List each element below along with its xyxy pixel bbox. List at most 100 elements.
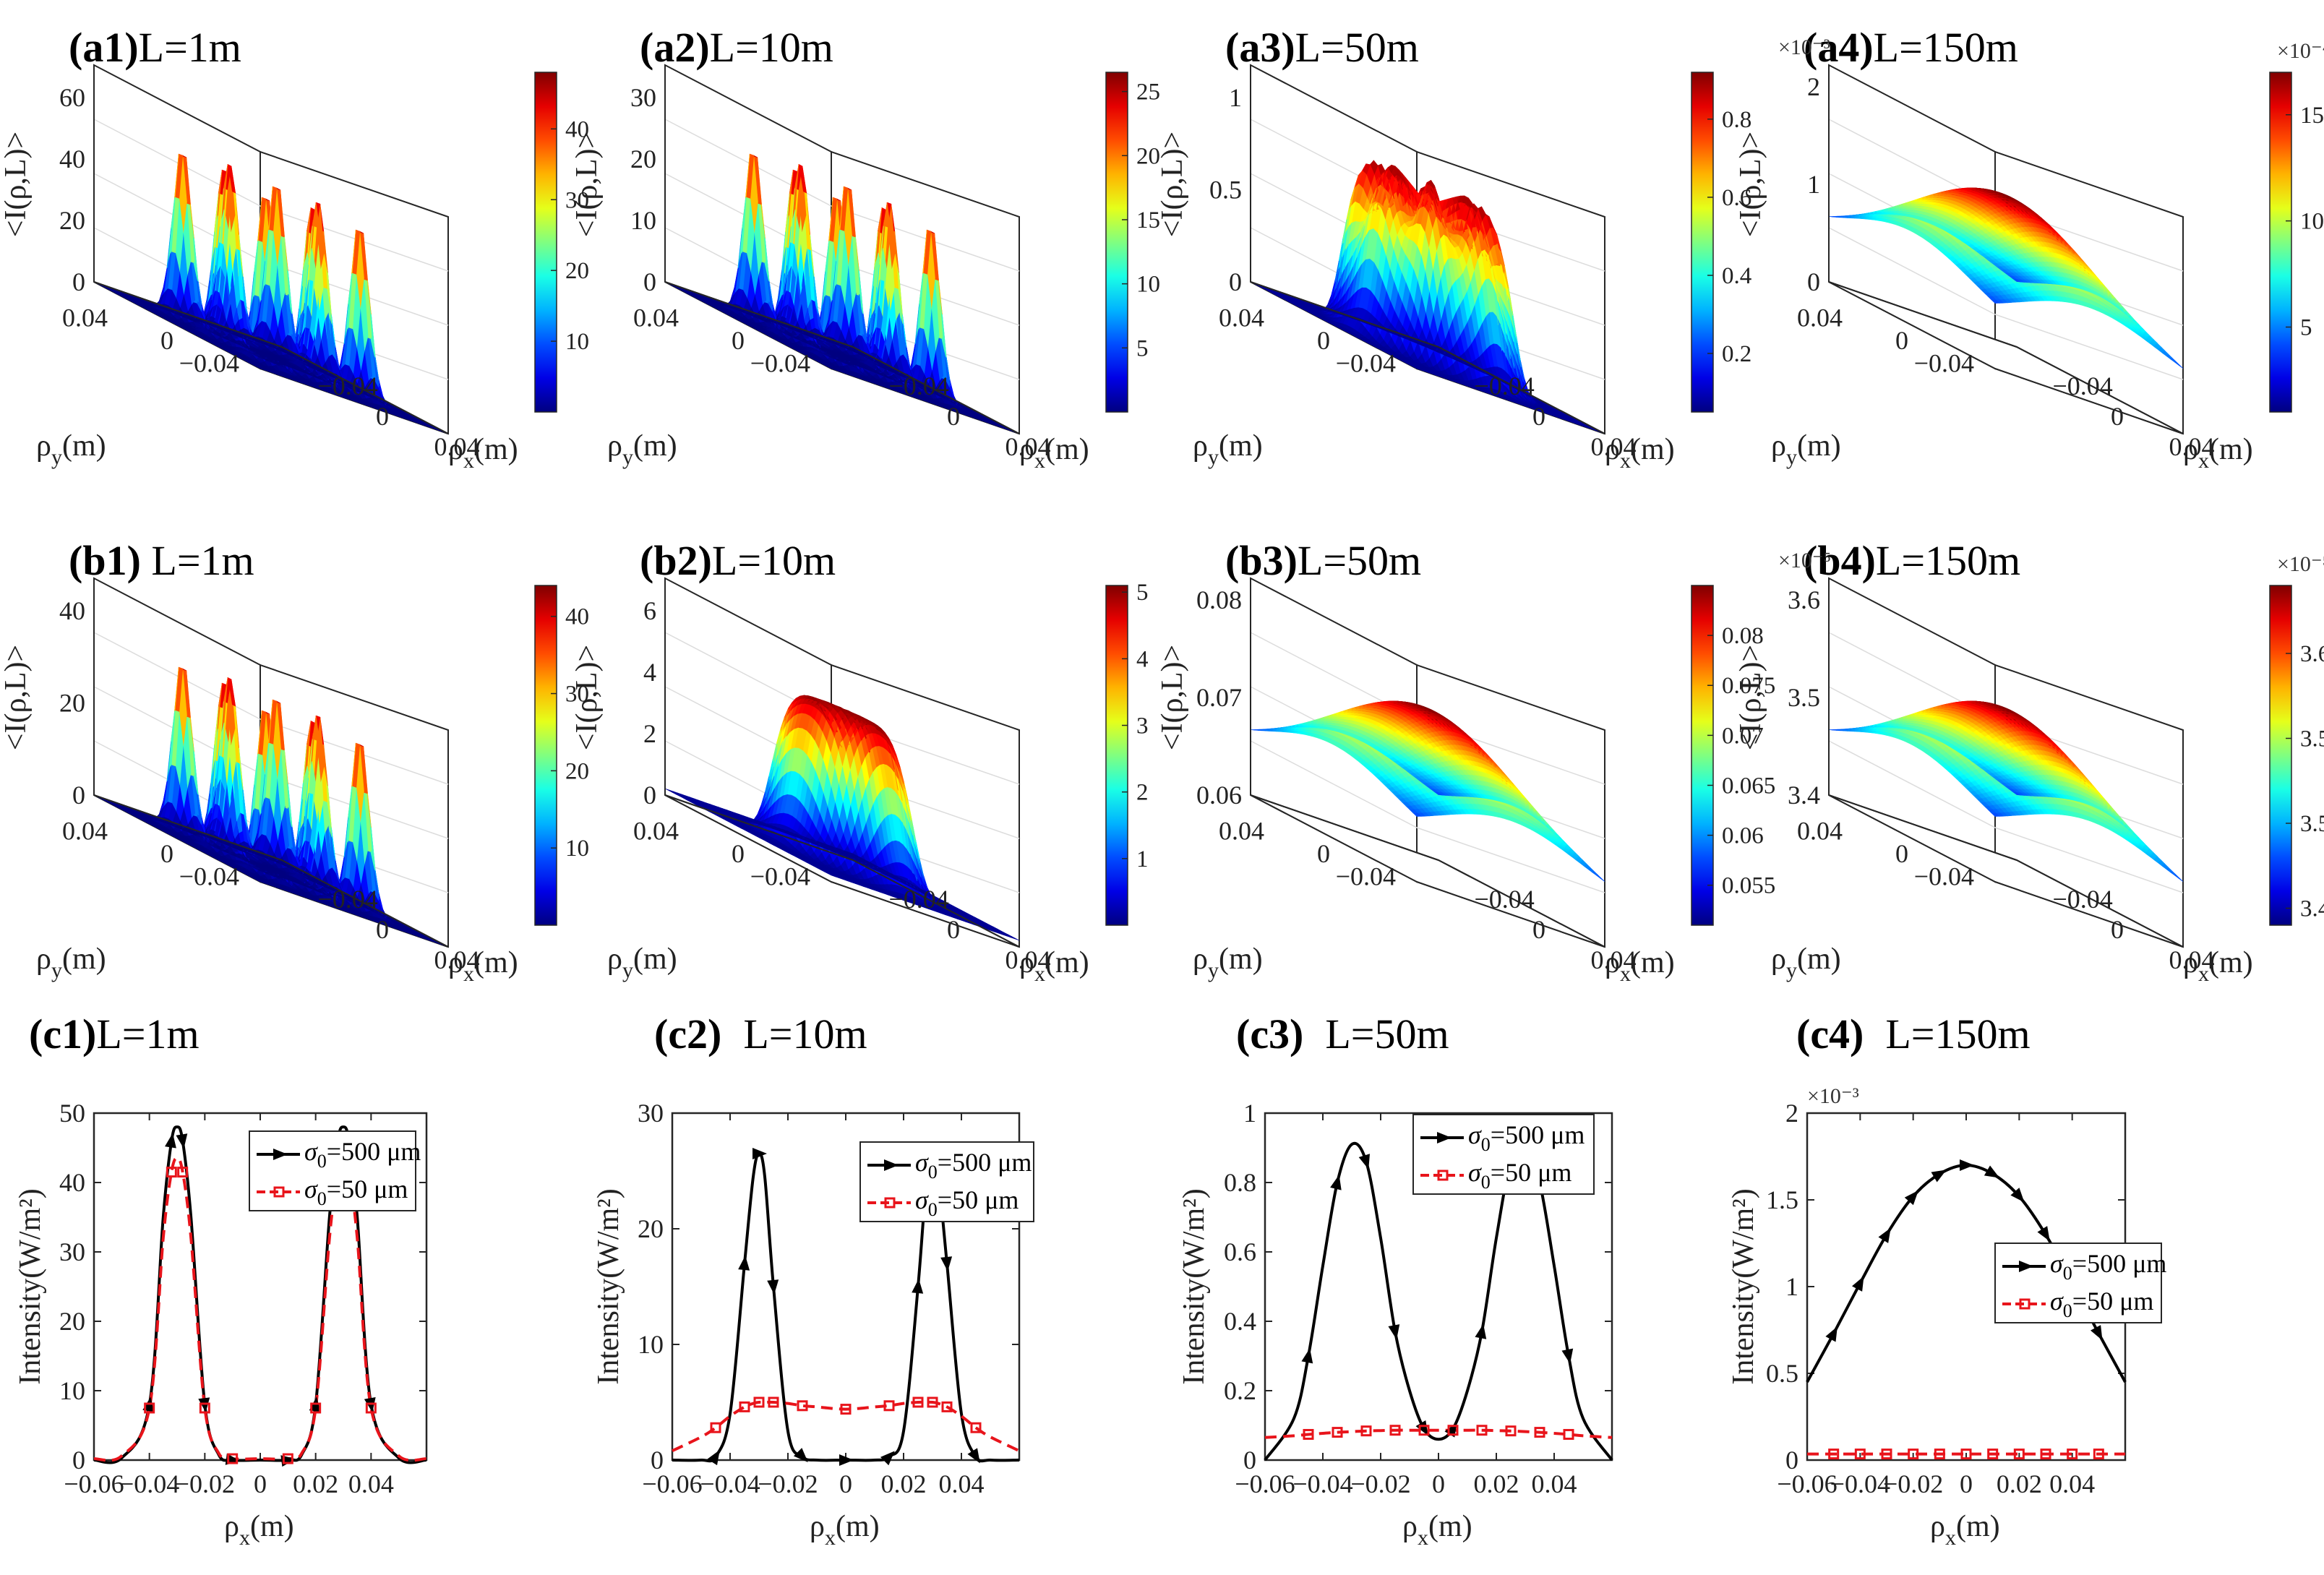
data-point: [144, 1402, 155, 1414]
data-point: [752, 1148, 767, 1159]
data-point: [1360, 1425, 1372, 1437]
y-axis-label-unit: (m): [62, 943, 106, 976]
colorbar-multiplier: ×10⁻⁵: [2277, 552, 2324, 576]
colorbar-tick-label: 0.075: [1722, 673, 1775, 699]
x-axis-label-sub: x: [1418, 1526, 1428, 1550]
y-axis-line: [664, 281, 854, 348]
colorbar-tick-label: 25: [1136, 80, 1160, 106]
y-tick-label: 1.5: [1766, 1185, 1798, 1214]
x-axis-label-base: ρ: [2183, 946, 2198, 979]
surface-b3: [1250, 700, 1605, 882]
colorbar-tick-label: 15: [2300, 103, 2324, 129]
data-point: [1561, 1348, 1574, 1364]
colorbar-tick-label: 3: [1136, 713, 1149, 739]
colorbar-tick-label: 0.08: [1722, 623, 1764, 649]
legend-label: σ0=50 μm: [304, 1175, 408, 1209]
y-tick-label: 0.8: [1224, 1168, 1256, 1197]
y-tick-label: 2: [1785, 1099, 1798, 1128]
data-point: [1960, 1159, 1974, 1171]
data-point: [2037, 1226, 2050, 1242]
y-axis-line: [93, 794, 283, 861]
x-tick-label: 0.02: [1997, 1469, 2042, 1498]
legend-value: =50 μm: [2072, 1287, 2154, 1316]
legend-value: =50 μm: [1491, 1158, 1572, 1187]
z-tick-label: 3.4: [1788, 781, 1820, 810]
data-point: [793, 1448, 808, 1462]
legend-sub: 0: [2063, 1300, 2072, 1321]
y-tick-label: 10: [638, 1330, 664, 1359]
x-axis-label-unit: (m): [1045, 433, 1089, 466]
z-tick-label: 1: [1229, 83, 1242, 112]
y-tick-label: 0.04: [633, 817, 679, 846]
x-axis-line: [852, 346, 1020, 434]
legend-label: σ0=500 μm: [915, 1148, 1032, 1183]
legend-label: σ0=500 μm: [304, 1137, 421, 1172]
grid-line: [1416, 827, 1605, 893]
data-point: [177, 1167, 189, 1178]
z-tick-label: 0: [1807, 267, 1820, 296]
y-axis-label-sub: y: [1786, 958, 1797, 982]
y-axis-label: ρy(m): [36, 429, 106, 469]
colorbar-tick-label: 3.5: [2300, 811, 2324, 837]
y-axis-line: [1250, 281, 1439, 348]
x-tick-label: −0.04: [1830, 1469, 1890, 1498]
y-tick-label: 0.5: [1766, 1359, 1798, 1388]
panel-length: L=1m: [141, 537, 254, 584]
data-point: [282, 1453, 293, 1464]
x-axis-label: ρx(m): [224, 1510, 294, 1550]
z-tick-label: 0.5: [1209, 176, 1242, 205]
z-tick-label: 0.06: [1196, 781, 1242, 810]
colorbar-b4: [2269, 585, 2292, 926]
chart-length: L=150m: [1885, 1010, 2030, 1057]
colorbar-tick-label: 15: [1136, 207, 1160, 233]
chart-label: (c1): [29, 1010, 96, 1057]
x-axis-label: ρx(m): [448, 433, 518, 473]
y-tick-label: −0.04: [1336, 862, 1396, 891]
data-point: [768, 1396, 779, 1408]
x-tick-label: −0.04: [1292, 1469, 1352, 1498]
chart-label: (c3): [1236, 1010, 1303, 1057]
x-axis-label-sub: x: [1620, 449, 1631, 473]
x-tick-label: 0.04: [1591, 945, 1637, 974]
x-axis-label: ρx(m): [448, 946, 518, 986]
x-tick-label: 0.04: [1532, 1469, 1577, 1498]
x-axis-label-base: ρ: [1019, 946, 1034, 979]
x-tick-label: 0.04: [1006, 945, 1051, 974]
z-tick-label: 2: [643, 719, 656, 748]
z-tick-label: 40: [59, 596, 85, 625]
legend-value: =50 μm: [938, 1185, 1019, 1214]
data-point: [166, 1167, 177, 1178]
panel-title-a2: (a2)L=10m: [640, 24, 833, 71]
x-tick-label: 0.04: [1591, 432, 1637, 461]
data-point: [753, 1396, 765, 1408]
y-axis-line: [1828, 794, 2018, 861]
z-tick-label: 0: [1229, 267, 1242, 296]
data-point: [1418, 1425, 1430, 1436]
x-axis-label-unit: (m): [2209, 946, 2253, 979]
data-point: [165, 1133, 176, 1149]
x-axis-label-sub: x: [1034, 962, 1045, 986]
chart-title-c3: (c3) L=50m: [1236, 1010, 1449, 1057]
colorbar-b1: [534, 585, 557, 926]
x-axis-label-sub: x: [239, 1526, 250, 1550]
x-axis-label-sub: x: [1034, 449, 1045, 473]
legend-sub: 0: [1481, 1134, 1491, 1155]
x-axis-label: ρx(m): [1930, 1510, 2000, 1550]
colorbar-tick-label: 0.8: [1722, 107, 1751, 133]
y-tick-label: 0: [651, 1446, 664, 1475]
data-point: [198, 1397, 210, 1413]
y-tick-label: −0.04: [750, 349, 810, 378]
z-tick-label: 20: [630, 145, 656, 173]
colorbar-tick-label: 3.6: [2300, 641, 2324, 667]
x-tick-label: 0: [1432, 1469, 1445, 1498]
y-axis-label-unit: (m): [1797, 943, 1841, 976]
y-tick-label: 0.04: [1797, 817, 1843, 846]
z-tick-label: 40: [59, 145, 85, 173]
panel-length: L=50m: [1298, 537, 1421, 584]
legend-box: [1412, 1114, 1595, 1195]
data-point: [797, 1400, 808, 1412]
data-point: [1931, 1170, 1947, 1183]
y-tick-label: −0.04: [1914, 349, 1974, 378]
z-tick-label: 2: [1807, 72, 1820, 101]
line-chart-c1: (c1)L=1m −0.06−0.04−0.02 0 0.02 0.04 0 10 20 30 4…: [14, 1010, 428, 1550]
